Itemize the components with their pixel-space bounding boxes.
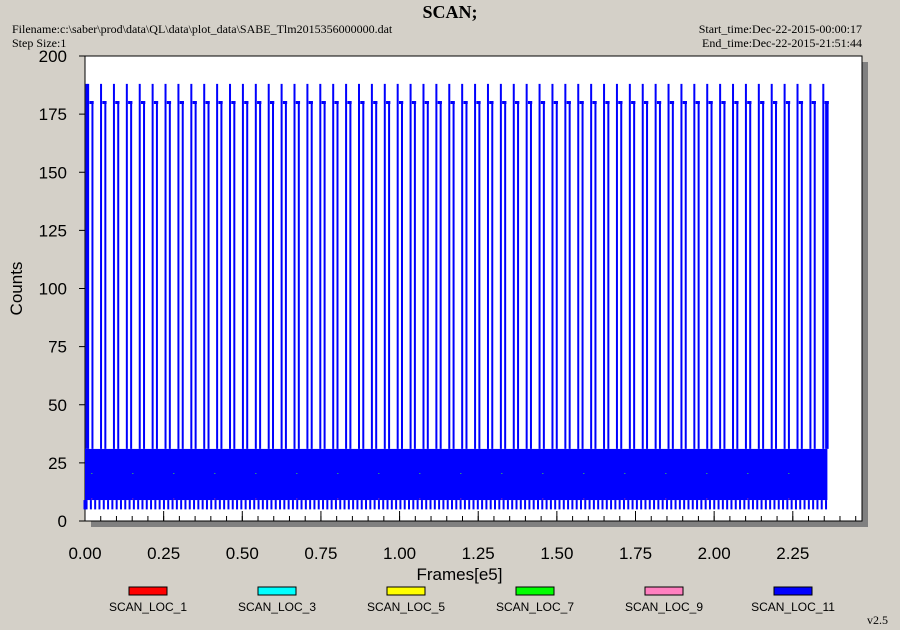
legend-swatch xyxy=(773,586,813,596)
x-tick-label: 0.00 xyxy=(68,544,101,563)
legend-label: SCAN_LOC_5 xyxy=(367,600,445,614)
x-axis-label: Frames[e5] xyxy=(417,565,503,584)
start-time-label: Start_time:Dec-22-2015-00:00:17 xyxy=(698,22,862,36)
y-tick-label: 75 xyxy=(48,338,67,357)
series-scan-loc-11-band xyxy=(83,448,828,510)
legend-swatch xyxy=(515,586,555,596)
legend-label: SCAN_LOC_9 xyxy=(625,600,703,614)
time-info: Start_time:Dec-22-2015-00:00:17 End_time… xyxy=(699,22,862,50)
y-tick-label: 0 xyxy=(58,512,67,531)
legend-swatch xyxy=(644,586,684,596)
y-tick-label: 125 xyxy=(39,221,67,240)
legend-label: SCAN_LOC_1 xyxy=(109,600,187,614)
x-tick-label: 1.75 xyxy=(619,544,652,563)
file-info: Filename:c:\saber\prod\data\QL\data\plot… xyxy=(12,22,392,50)
series-band xyxy=(85,448,828,501)
legend-swatch xyxy=(128,586,168,596)
end-time-label: End_time:Dec-22-2015-21:51:44 xyxy=(702,36,862,50)
series-scan-loc-11-spikes xyxy=(85,83,829,449)
legend-swatch xyxy=(257,586,297,596)
legend-swatch xyxy=(386,586,426,596)
filename-label: Filename:c:\saber\prod\data\QL\data\plot… xyxy=(12,22,393,36)
x-tick-label: 2.25 xyxy=(776,544,809,563)
x-tick-label: 1.00 xyxy=(383,544,416,563)
x-tick-label: 0.75 xyxy=(304,544,337,563)
step-size-label: Step Size:1 xyxy=(12,36,67,50)
x-tick-label: 1.25 xyxy=(462,544,495,563)
y-tick-label: 150 xyxy=(39,163,67,182)
y-tick-label: 100 xyxy=(39,280,67,299)
y-tick-label: 175 xyxy=(39,105,67,124)
x-tick-label: 0.25 xyxy=(147,544,180,563)
version-label: v2.5 xyxy=(867,613,888,627)
chart-title: SCAN; xyxy=(422,2,478,22)
legend-label: SCAN_LOC_3 xyxy=(238,600,316,614)
y-tick-label: 200 xyxy=(39,47,67,66)
legend-label: SCAN_LOC_7 xyxy=(496,600,574,614)
x-tick-label: 1.50 xyxy=(540,544,573,563)
x-tick-label: 0.50 xyxy=(226,544,259,563)
x-tick-label: 2.00 xyxy=(698,544,731,563)
y-tick-label: 50 xyxy=(48,396,67,415)
y-axis-label: Counts xyxy=(7,262,26,316)
y-tick-label: 25 xyxy=(48,454,67,473)
legend-label: SCAN_LOC_11 xyxy=(751,600,835,614)
